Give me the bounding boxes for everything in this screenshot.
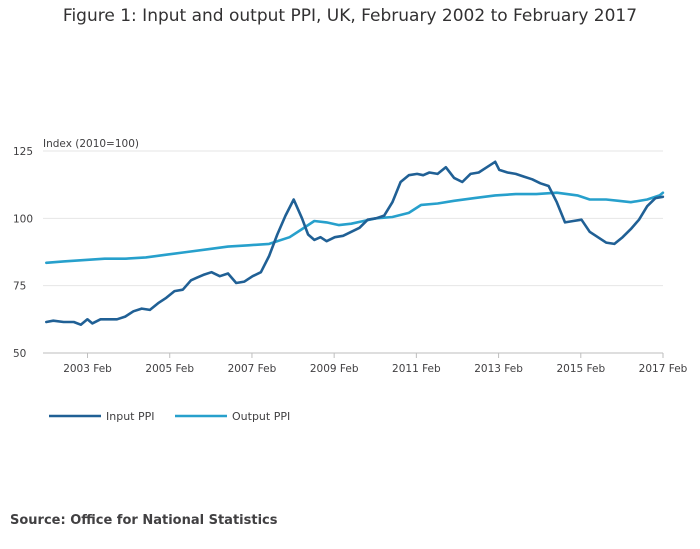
x-tick-label-7: 2017 Feb (639, 363, 688, 375)
x-tick-label-4: 2011 Feb (392, 363, 441, 375)
y-tick-label-75: 75 (13, 281, 26, 293)
x-tick-label-6: 2015 Feb (556, 363, 605, 375)
y-tick-label-100: 100 (13, 213, 33, 225)
legend: Input PPI Output PPI (49, 410, 290, 423)
series-line-input-ppi (45, 160, 665, 326)
y-tick-labels: 50 75 100 125 (13, 146, 33, 360)
gridlines (43, 150, 664, 358)
x-tick-label-0: 2003 Feb (63, 363, 112, 375)
y-axis-label: Index (2010=100) (43, 138, 139, 150)
series-lines (45, 160, 665, 326)
source-note: Source: Office for National Statistics (10, 513, 278, 528)
legend-label-input-ppi: Input PPI (106, 410, 155, 423)
x-tick-label-3: 2009 Feb (310, 363, 359, 375)
y-tick-label-50: 50 (13, 348, 26, 360)
legend-label-output-ppi: Output PPI (232, 410, 290, 423)
chart-title: Figure 1: Input and output PPI, UK, Febr… (62, 6, 638, 26)
series-line-output-ppi (45, 191, 665, 265)
x-tick-label-1: 2005 Feb (145, 363, 194, 375)
y-tick-label-125: 125 (13, 146, 33, 158)
x-tick-label-5: 2013 Feb (474, 363, 523, 375)
x-tick-labels: 2003 Feb 2005 Feb 2007 Feb 2009 Feb 2011 Feb… (63, 363, 687, 375)
x-tick-label-2: 2007 Feb (228, 363, 277, 375)
